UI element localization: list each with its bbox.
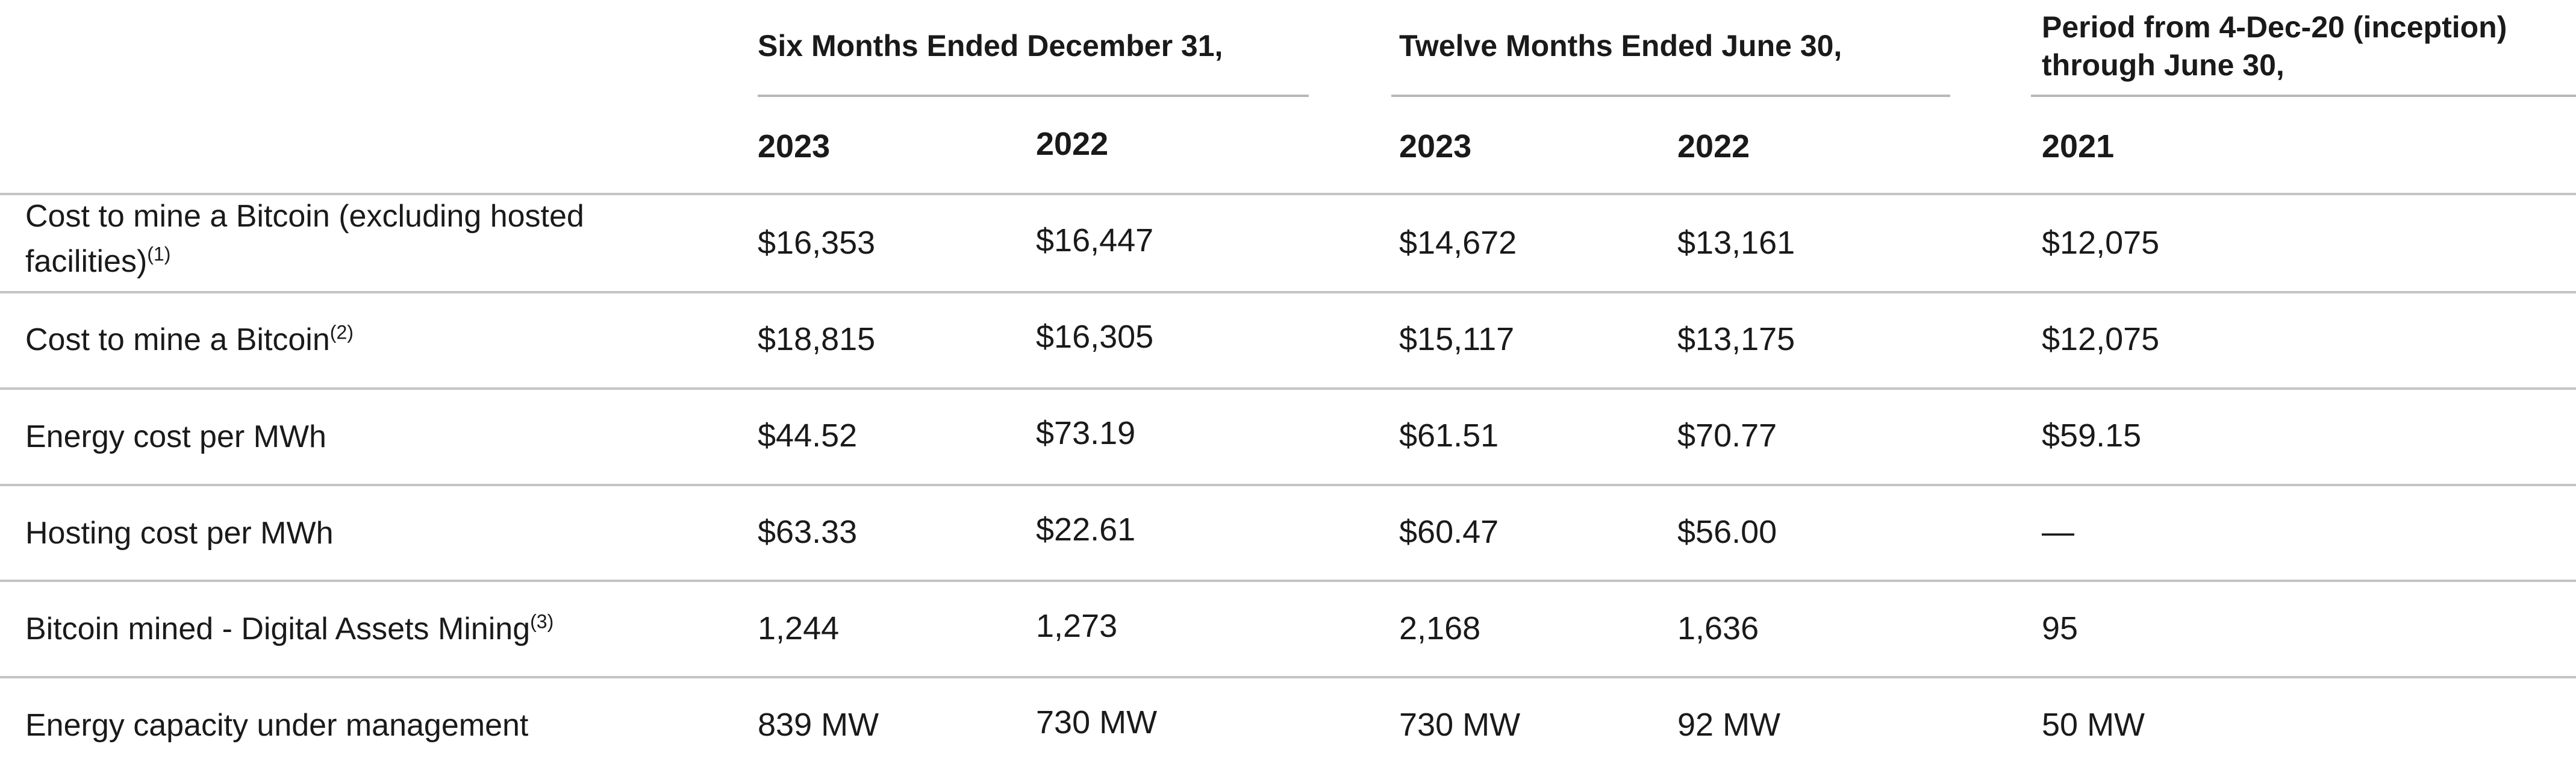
row-label-line1: Cost to mine a Bitcoin (excluding hosted <box>25 199 584 234</box>
table-cell: 730 MW <box>1036 704 1158 740</box>
table-cell: $18,815 <box>758 321 876 357</box>
footnote-marker: (2) <box>329 321 354 343</box>
group-header-twelve-months: Twelve Months Ended June 30, <box>1399 29 1842 63</box>
table-cell: $16,305 <box>1036 319 1154 355</box>
row-label: Energy cost per MWh <box>25 419 326 454</box>
row-divider <box>0 676 2576 678</box>
table-cell: 92 MW <box>1677 707 1781 743</box>
table-cell: $16,353 <box>758 225 876 261</box>
group-underline-period <box>2031 95 2576 97</box>
table-cell: $13,161 <box>1677 225 1795 261</box>
table-cell: 1,273 <box>1036 608 1118 644</box>
year-header: 2022 <box>1036 126 1109 162</box>
row-label: Cost to mine a Bitcoin (excluding hosted… <box>25 194 584 285</box>
group-header-period-line2: through June 30, <box>2042 48 2284 82</box>
table-cell: $70.77 <box>1677 418 1777 454</box>
table-cell: $12,075 <box>2042 321 2160 357</box>
table-cell: $59.15 <box>2042 418 2142 454</box>
row-label: Bitcoin mined - Digital Assets Mining(3) <box>25 607 554 652</box>
row-label-text: Bitcoin mined - Digital Assets Mining <box>25 612 531 646</box>
table-cell: 95 <box>2042 610 2079 646</box>
group-header-period: Period from 4-Dec-20 (inception) through… <box>2042 8 2507 84</box>
row-label-line2: facilities)(1) <box>25 239 584 284</box>
year-header: 2021 <box>2042 128 2115 164</box>
group-underline-six-months <box>758 95 1309 97</box>
row-divider <box>0 387 2576 390</box>
table-cell: $12,075 <box>2042 225 2160 261</box>
row-label: Hosting cost per MWh <box>25 516 334 551</box>
row-divider <box>0 580 2576 582</box>
row-label: Cost to mine a Bitcoin(2) <box>25 318 354 363</box>
row-divider <box>0 291 2576 293</box>
row-label-text: Cost to mine a Bitcoin <box>25 322 330 357</box>
group-header-six-months: Six Months Ended December 31, <box>758 29 1223 63</box>
table-cell: $15,117 <box>1399 321 1515 357</box>
year-header: 2022 <box>1677 128 1750 164</box>
table-cell: $13,175 <box>1677 321 1795 357</box>
table-cell: $60.47 <box>1399 514 1499 550</box>
table-cell: 2,168 <box>1399 610 1481 646</box>
table-cell: 1,636 <box>1677 610 1759 646</box>
table-cell: 1,244 <box>758 610 840 646</box>
table-cell: $14,672 <box>1399 225 1517 261</box>
table-cell: 730 MW <box>1399 707 1521 743</box>
table-cell: $56.00 <box>1677 514 1777 550</box>
row-label: Energy capacity under management <box>25 708 529 743</box>
table-cell: $22.61 <box>1036 512 1136 548</box>
row-label-text: facilities) <box>25 244 148 280</box>
footnote-marker: (3) <box>530 610 554 633</box>
table-cell: — <box>2042 514 2074 550</box>
table-cell: $63.33 <box>758 514 858 550</box>
group-header-period-line1: Period from 4-Dec-20 (inception) <box>2042 10 2507 44</box>
row-divider <box>0 484 2576 486</box>
year-header: 2023 <box>758 128 831 164</box>
year-header: 2023 <box>1399 128 1472 164</box>
table-cell: $44.52 <box>758 418 858 454</box>
table-cell: 839 MW <box>758 707 879 743</box>
group-underline-twelve-months <box>1391 95 1950 97</box>
table-cell: $61.51 <box>1399 418 1499 454</box>
row-divider <box>0 193 2576 195</box>
table-cell: 50 MW <box>2042 707 2145 743</box>
table-cell: $16,447 <box>1036 222 1154 258</box>
table-cell: $73.19 <box>1036 415 1136 451</box>
footnote-marker: (1) <box>147 243 171 266</box>
